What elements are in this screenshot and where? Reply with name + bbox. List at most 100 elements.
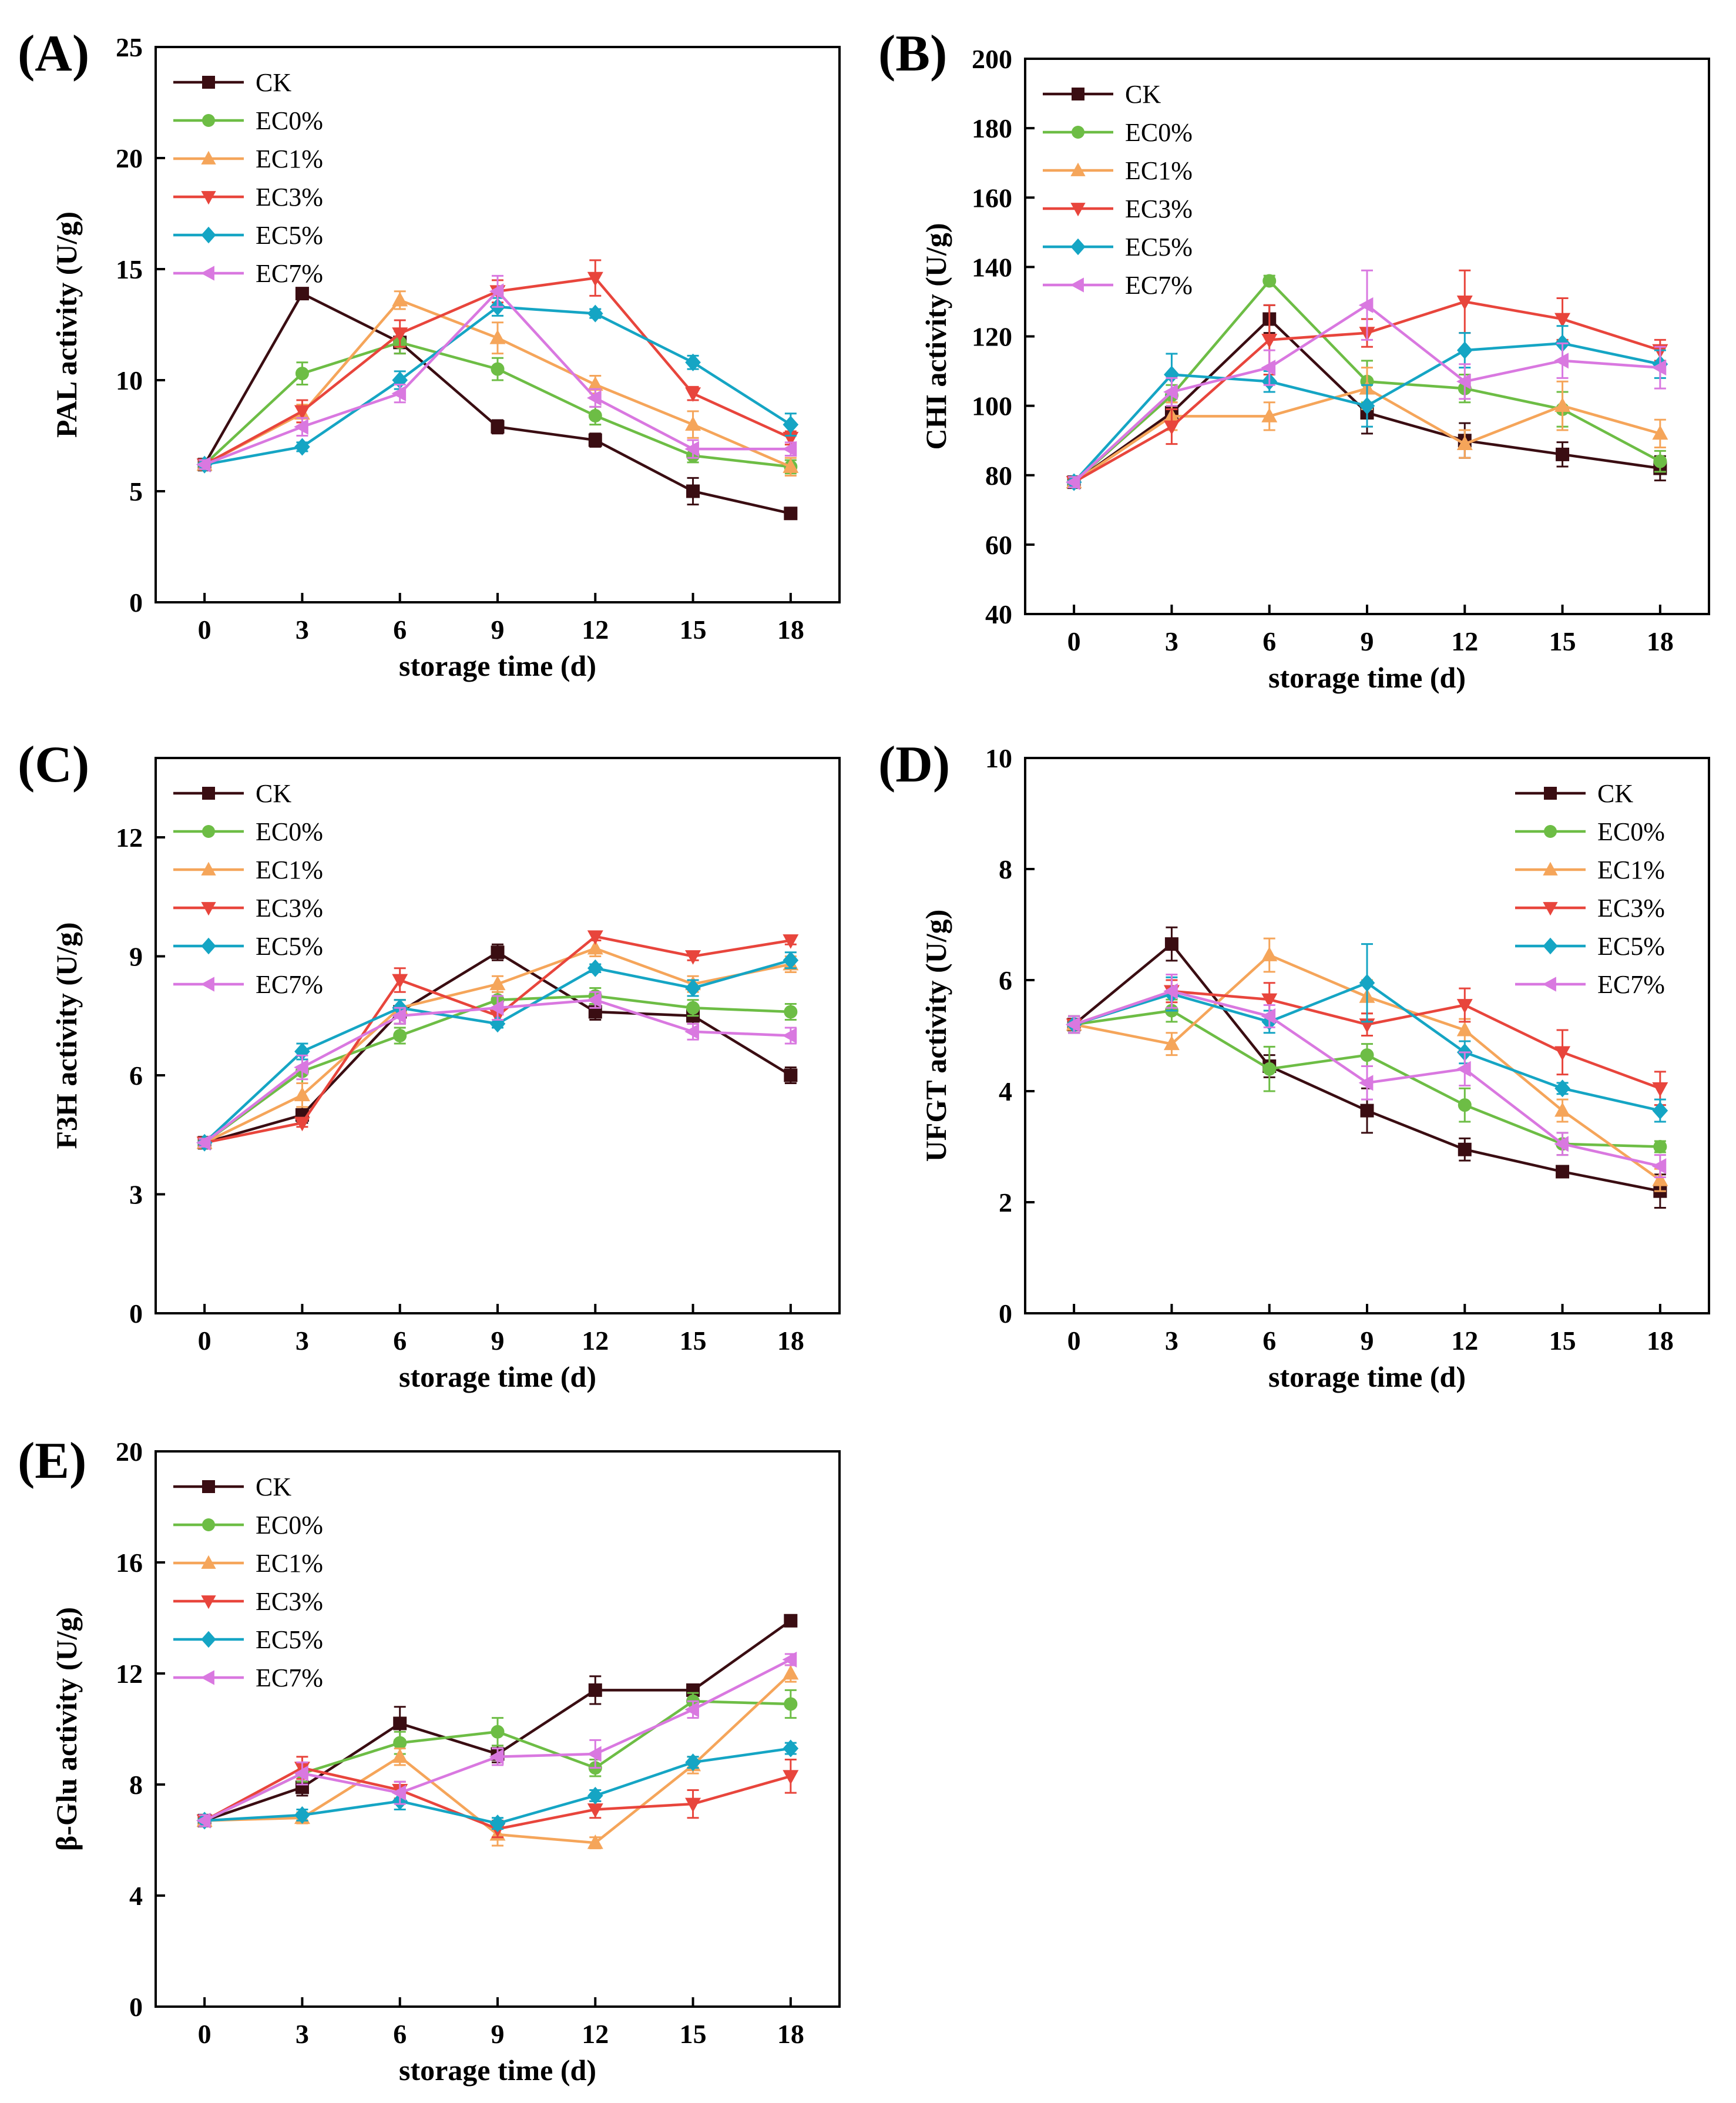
- data-point: [1163, 420, 1180, 435]
- legend-item: EC3%: [173, 1587, 323, 1616]
- data-point: [685, 979, 701, 997]
- legend: CK EC0% EC1% EC3% EC5% EC7%: [1043, 80, 1193, 300]
- series-ec7pct: [1065, 974, 1667, 1178]
- y-tick-label: 2: [999, 1188, 1012, 1217]
- data-point: [391, 385, 407, 402]
- data-point: [587, 304, 603, 323]
- x-tick-label: 3: [1165, 1326, 1178, 1356]
- data-point: [587, 940, 603, 955]
- chart-panel-b: (B) 40 60 80 100 120 140 160 180 200 0 3 6 9 12 15 18 sto…: [878, 25, 1710, 694]
- series-ec7pct: [1065, 269, 1667, 491]
- data-point: [1164, 937, 1178, 951]
- data-point: [784, 1614, 798, 1628]
- data-point: [684, 1701, 699, 1718]
- data-point: [196, 1812, 211, 1829]
- y-tick-label: 180: [972, 113, 1012, 143]
- legend-label: EC3%: [256, 183, 323, 212]
- data-point: [391, 1008, 407, 1024]
- chart-panel-a: (A) 0 5 10 15 20 25 0 3 6 9 12 15 18 storage time (d) P…: [18, 25, 841, 682]
- legend-item: EC0%: [1515, 817, 1665, 846]
- legend-marker: [1542, 977, 1556, 992]
- data-point: [1262, 274, 1277, 288]
- x-tick-label: 9: [1361, 626, 1374, 656]
- x-tick-label: 12: [1451, 1326, 1478, 1356]
- x-tick-label: 6: [393, 2019, 407, 2049]
- data-point: [587, 1834, 603, 1849]
- legend-marker: [1070, 277, 1084, 293]
- y-tick-label: 16: [116, 1548, 143, 1578]
- panel-label: (B): [878, 25, 947, 82]
- legend-label: CK: [256, 68, 291, 97]
- y-tick-label: 80: [985, 461, 1012, 491]
- legend-marker: [202, 1518, 215, 1531]
- legend-item: EC1%: [173, 856, 323, 884]
- data-point: [392, 1748, 408, 1763]
- x-tick-label: 12: [582, 615, 609, 645]
- data-point: [294, 1765, 308, 1782]
- x-tick-label: 0: [198, 1326, 211, 1356]
- data-point: [784, 1697, 798, 1711]
- legend-item: EC1%: [1043, 156, 1193, 185]
- data-point: [1261, 334, 1278, 348]
- data-point: [393, 1716, 407, 1730]
- legend-item: CK: [173, 779, 291, 808]
- data-point: [1556, 1165, 1570, 1179]
- y-tick-label: 200: [972, 44, 1012, 74]
- legend-label: EC0%: [256, 817, 323, 846]
- x-tick-label: 18: [1647, 626, 1674, 656]
- legend-label: EC3%: [1125, 194, 1193, 223]
- x-axis-title: storage time (d): [399, 2054, 596, 2087]
- series-ec7pct: [196, 1651, 797, 1829]
- y-tick-label: 4: [129, 1881, 143, 1911]
- legend-label: EC7%: [1597, 970, 1665, 999]
- data-point: [1456, 999, 1473, 1014]
- chart-panel-d: (D) 0 2 4 6 8 10 0 3 6 9 12 15 18 storage time (d) UFGT…: [878, 736, 1710, 1393]
- data-point: [1554, 1079, 1570, 1098]
- legend-marker: [201, 226, 216, 244]
- data-point: [1554, 1136, 1569, 1152]
- data-point: [1458, 1098, 1472, 1112]
- data-point: [685, 950, 701, 965]
- y-tick-label: 60: [985, 530, 1012, 560]
- x-tick-label: 12: [582, 1326, 609, 1356]
- data-point: [294, 1086, 310, 1102]
- y-tick-label: 0: [999, 1299, 1012, 1329]
- data-point: [782, 1028, 797, 1044]
- y-tick-label: 12: [116, 823, 143, 853]
- legend-label: EC7%: [1125, 271, 1193, 300]
- legend-label: EC7%: [256, 1663, 323, 1692]
- data-point: [196, 457, 211, 473]
- y-tick-label: 20: [116, 1437, 143, 1467]
- data-point: [587, 959, 603, 977]
- data-point: [1163, 1035, 1180, 1051]
- data-point: [685, 416, 701, 431]
- legend-marker: [200, 1670, 214, 1685]
- legend-label: EC7%: [256, 970, 323, 999]
- legend-item: EC3%: [173, 894, 323, 923]
- x-tick-label: 9: [491, 615, 505, 645]
- legend-label: EC1%: [1125, 156, 1193, 185]
- legend-marker: [1544, 825, 1557, 838]
- data-point: [489, 999, 504, 1016]
- data-point: [1653, 454, 1667, 468]
- legend-item: EC5%: [173, 221, 323, 250]
- data-point: [686, 1001, 700, 1015]
- legend-marker: [1544, 787, 1557, 800]
- data-point: [1458, 1142, 1472, 1156]
- data-point: [491, 420, 505, 434]
- legend-marker: [1070, 238, 1086, 256]
- x-tick-label: 15: [680, 2019, 707, 2049]
- y-tick-label: 5: [129, 477, 143, 507]
- legend-marker: [202, 1480, 215, 1493]
- y-axis-title: β-Glu activity (U/g): [50, 1607, 83, 1851]
- y-tick-label: 15: [116, 254, 143, 284]
- y-tick-label: 0: [129, 1992, 143, 2022]
- legend-label: EC7%: [256, 259, 323, 288]
- data-point: [783, 1770, 799, 1785]
- legend-label: CK: [1125, 80, 1161, 109]
- x-tick-label: 15: [680, 1326, 707, 1356]
- legend-item: EC7%: [1043, 271, 1193, 300]
- data-point: [295, 367, 309, 381]
- legend-label: EC1%: [256, 145, 323, 173]
